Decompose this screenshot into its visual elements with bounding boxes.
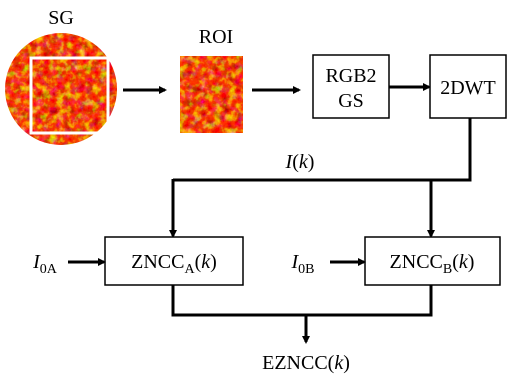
i0b-label: I0B [290, 251, 314, 277]
label-part: ZNCC [390, 251, 443, 273]
i0a-label: I0A [32, 251, 58, 277]
rgb2gs-label: RGB2 [325, 65, 376, 87]
label-part: ) [210, 251, 217, 273]
label-part: ) [308, 151, 315, 173]
diagram: SG ROI RGB2 GS 2DWT I(k) ZNCCA(k) I0A ZN… [0, 0, 514, 377]
roi-label: ROI [199, 26, 233, 48]
dwt-label: 2DWT [440, 77, 496, 99]
connector [173, 285, 431, 315]
label-part: ROI [199, 26, 233, 48]
ik-label: I(k) [285, 151, 315, 173]
label-part: EZNCC( [262, 352, 335, 374]
sg-image [5, 33, 117, 145]
roi-image [180, 56, 243, 133]
label-part: GS [338, 90, 364, 112]
rgb2gs-label: GS [338, 90, 364, 112]
ezncc-label: EZNCC(k) [262, 352, 350, 374]
label-part: 0B [298, 262, 314, 277]
label-part: 0A [40, 262, 58, 277]
label-part: ) [343, 352, 350, 374]
label-part: 2DWT [440, 77, 496, 99]
label-part: B [443, 262, 452, 277]
label-part: ZNCC [131, 251, 184, 273]
label-part: SG [48, 7, 74, 29]
label-part: ) [468, 251, 475, 273]
label-part: RGB2 [325, 65, 376, 87]
sg-label: SG [48, 7, 74, 29]
